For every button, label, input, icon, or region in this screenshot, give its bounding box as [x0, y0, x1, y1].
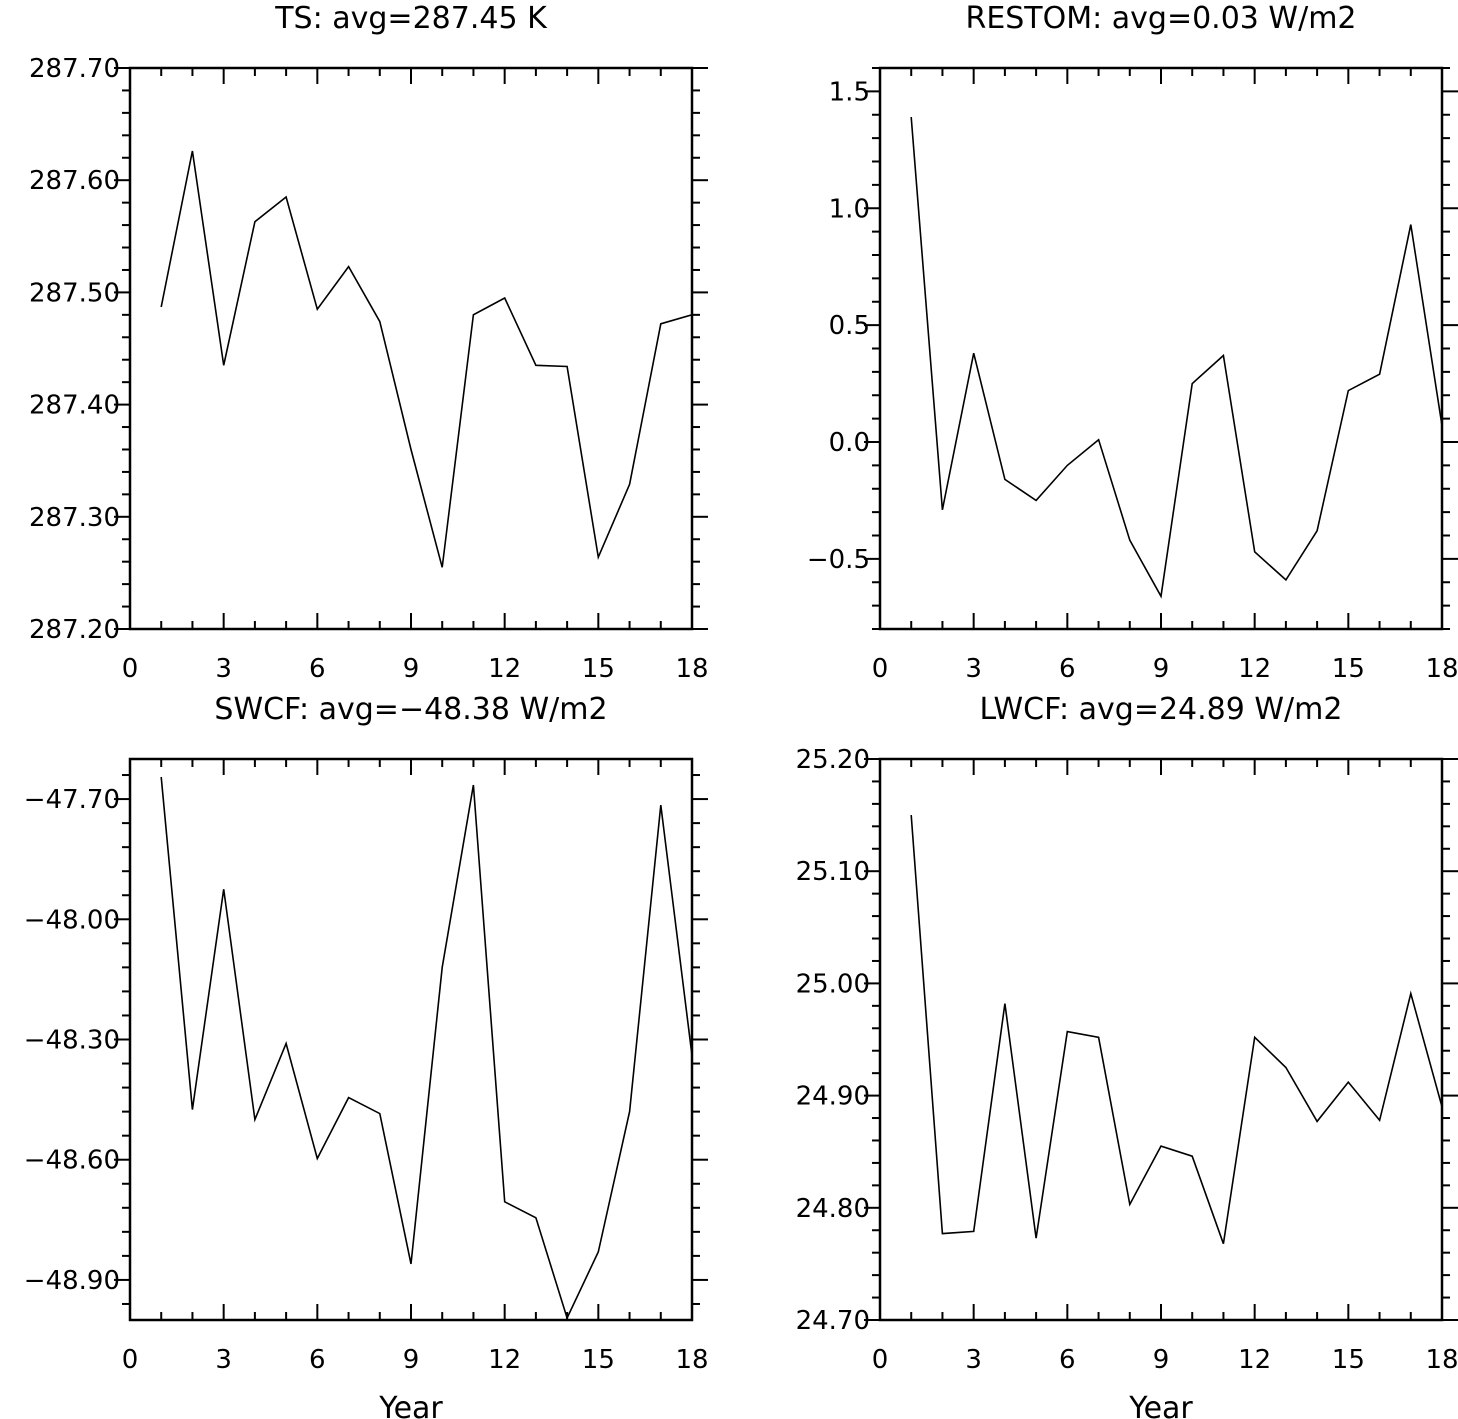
y-tick-label: 287.20 [29, 615, 120, 645]
x-tick-label: 6 [309, 654, 326, 684]
x-tick-label: 0 [122, 654, 139, 684]
x-tick-label: 9 [403, 1345, 420, 1375]
y-tick-label: 25.20 [796, 745, 870, 775]
y-tick-label: −48.60 [24, 1146, 120, 1176]
y-tick-label: 1.5 [829, 77, 870, 107]
y-tick-label: 24.70 [796, 1306, 870, 1336]
plot-frame [128, 66, 694, 631]
panel-title: LWCF: avg=24.89 W/m2 [980, 692, 1343, 727]
panel-title: TS: avg=287.45 K [274, 1, 548, 36]
x-tick-label: 6 [1059, 654, 1076, 684]
plot-frame [878, 757, 1444, 1322]
y-tick-label: 25.10 [796, 857, 870, 887]
y-tick-label: 1.0 [829, 194, 870, 224]
y-tick-label: 287.40 [29, 391, 120, 421]
panel-swcf: SWCF: avg=−48.38 W/m2 Year 0 3 6 9 12 15 18 −48… [24, 692, 709, 1419]
x-tick-label: 12 [1238, 654, 1271, 684]
x-tick-label: 12 [488, 1345, 521, 1375]
plot-frame [878, 66, 1444, 631]
x-tick-label: 3 [965, 654, 982, 684]
x-tick-label: 15 [582, 1345, 615, 1375]
x-tick-label: 15 [1332, 1345, 1365, 1375]
y-tick-label: 287.70 [29, 54, 120, 84]
series-line [160, 776, 692, 1320]
x-tick-label: 15 [582, 654, 615, 684]
panel-ts: TS: avg=287.45 K 0 3 6 9 12 15 18 287.20 287.30 2… [29, 1, 709, 684]
y-tick-label: 24.80 [796, 1194, 870, 1224]
x-tick-label: 6 [1059, 1345, 1076, 1375]
y-tick-label: 0.0 [829, 428, 870, 458]
y-tick-label: −48.90 [24, 1266, 120, 1296]
x-tick-label: 18 [1425, 654, 1458, 684]
x-tick-label: 3 [215, 654, 232, 684]
y-tick-label: −0.5 [807, 545, 870, 575]
y-tick-label: 287.50 [29, 278, 120, 308]
y-tick-label: −48.00 [24, 905, 120, 935]
y-tick-label: 0.5 [829, 311, 870, 341]
series-line [910, 117, 1442, 599]
panel-lwcf: LWCF: avg=24.89 W/m2 Year 0 3 6 9 12 15 18 24.7… [796, 692, 1458, 1419]
x-tick-label: 12 [488, 654, 521, 684]
panel-title: SWCF: avg=−48.38 W/m2 [214, 692, 607, 727]
x-tick-label: 18 [1425, 1345, 1458, 1375]
plot-frame [128, 757, 694, 1322]
x-axis-label: Year [1128, 1391, 1193, 1419]
y-tick-label: −47.70 [24, 785, 120, 815]
y-tick-label: 25.00 [796, 969, 870, 999]
panel-title: RESTOM: avg=0.03 W/m2 [965, 1, 1356, 36]
y-tick-label: 24.90 [796, 1082, 870, 1112]
x-tick-label: 9 [1153, 1345, 1170, 1375]
x-tick-label: 3 [965, 1345, 982, 1375]
series-line [160, 150, 692, 568]
x-axis-label: Year [378, 1391, 443, 1419]
x-tick-label: 18 [675, 1345, 708, 1375]
x-tick-label: 6 [309, 1345, 326, 1375]
y-tick-label: −48.30 [24, 1026, 120, 1056]
x-tick-label: 0 [872, 654, 889, 684]
x-tick-label: 0 [872, 1345, 889, 1375]
x-tick-label: 18 [675, 654, 708, 684]
x-tick-label: 9 [1153, 654, 1170, 684]
x-tick-label: 12 [1238, 1345, 1271, 1375]
x-tick-label: 15 [1332, 654, 1365, 684]
series-line [910, 815, 1442, 1244]
x-tick-label: 9 [403, 654, 420, 684]
y-tick-label: 287.30 [29, 503, 120, 533]
x-tick-label: 3 [215, 1345, 232, 1375]
panel-restom: RESTOM: avg=0.03 W/m2 0 3 6 9 12 15 18 −0.5 0.0 0… [807, 1, 1458, 684]
y-tick-label: 287.60 [29, 166, 120, 196]
x-tick-label: 0 [122, 1345, 139, 1375]
